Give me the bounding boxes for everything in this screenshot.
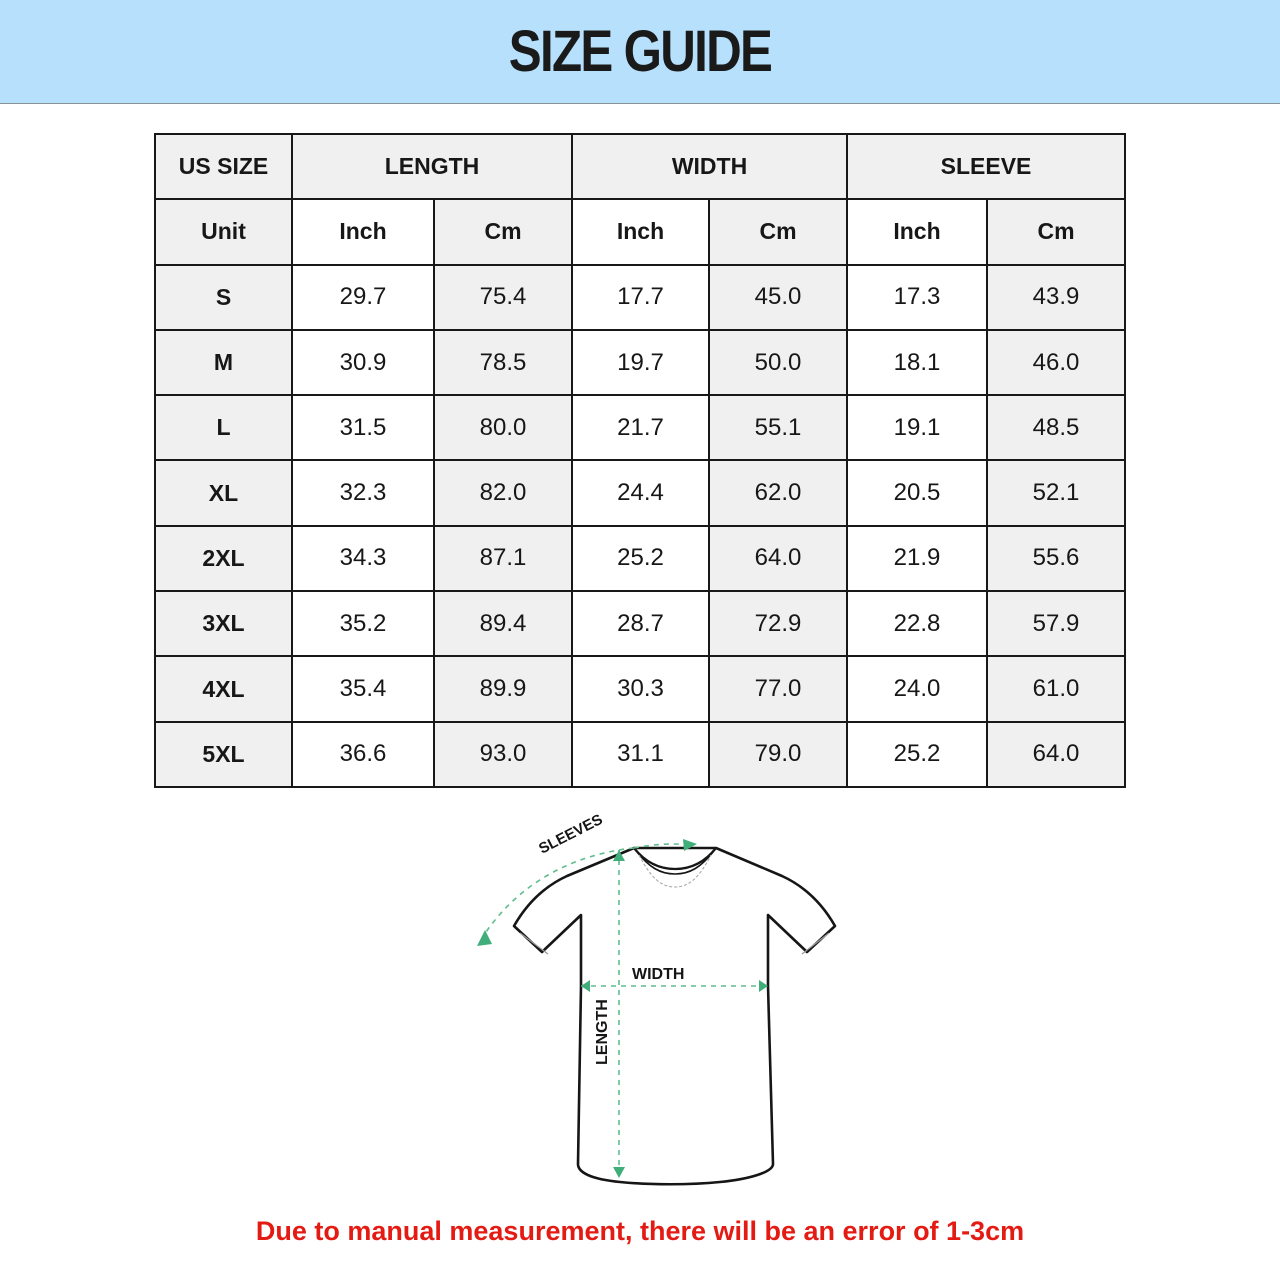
svg-text:WIDTH: WIDTH <box>632 966 684 983</box>
svg-text:LENGTH: LENGTH <box>594 999 611 1065</box>
svg-text:SLEEVES: SLEEVES <box>536 811 605 858</box>
